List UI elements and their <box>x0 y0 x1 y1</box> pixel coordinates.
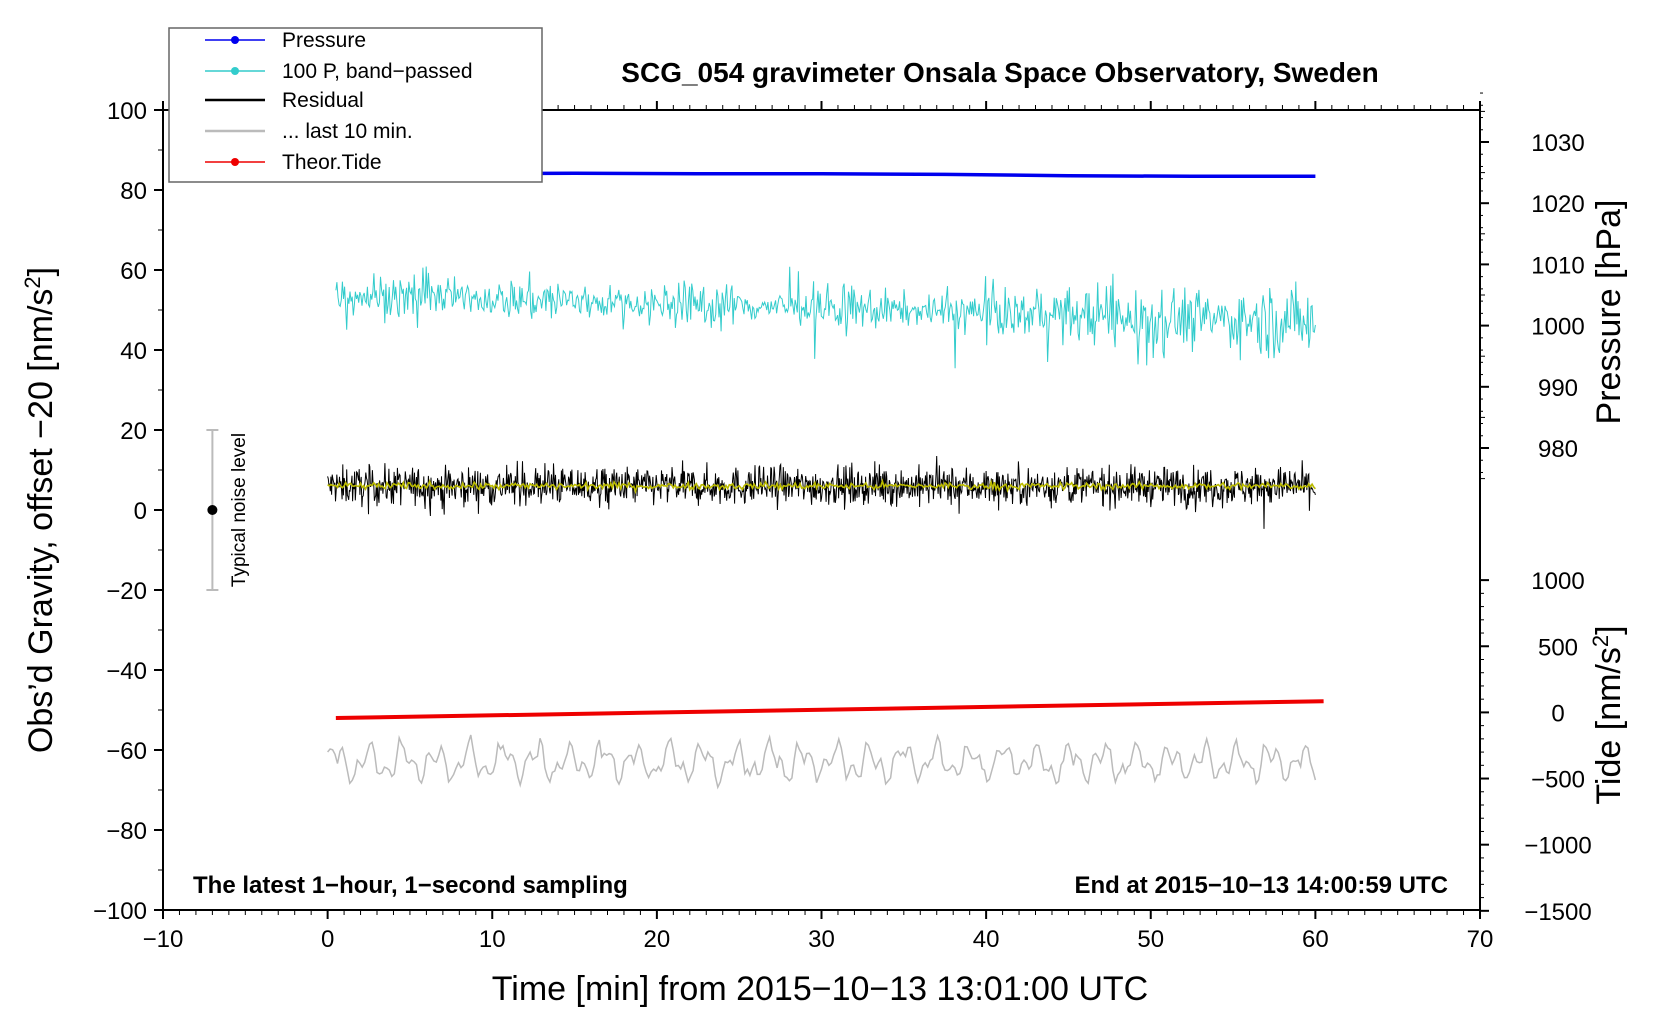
legend-item-last-10-min: ... last 10 min. <box>205 120 413 143</box>
tide-tick-label: −500 <box>1531 767 1585 794</box>
legend: Pressure 100 P, band−passed Residual ...… <box>168 27 543 183</box>
x-tick-label: 0 <box>321 926 334 953</box>
legend-item-residual: Residual <box>205 89 364 112</box>
pressure-tick-label: 1000 <box>1531 314 1584 341</box>
x-tick-label: 40 <box>973 926 1000 953</box>
x-tick-label: −10 <box>143 926 184 953</box>
y-tick-label: 20 <box>120 418 147 445</box>
tide-tick-label: 0 <box>1551 700 1564 727</box>
series-band-passed-pressure <box>335 266 1316 369</box>
annotation-end-time: End at 2015−10−13 14:00:59 UTC <box>1074 872 1448 899</box>
svg-text:Theor.Tide: Theor.Tide <box>282 151 382 174</box>
legend-item-pressure: Pressure <box>205 29 366 52</box>
y-axis-left-title: Obs’d Gravity, offset −20 [nm/s2] <box>20 267 60 753</box>
pressure-tick-label: 1030 <box>1531 130 1584 157</box>
legend-marker <box>231 67 239 75</box>
y-tick-label: −40 <box>106 658 147 685</box>
noise-bar-label: Typical noise level <box>229 433 250 587</box>
tide-tick-label: −1500 <box>1524 899 1591 926</box>
noise-bar-point <box>207 505 218 515</box>
pressure-tick-label: 990 <box>1538 375 1578 402</box>
y-tick-label: 0 <box>134 498 147 525</box>
legend-box <box>168 27 543 183</box>
pressure-tick-label: 1010 <box>1531 252 1584 279</box>
x-tick-label: 50 <box>1137 926 1164 953</box>
svg-text:Pressure: Pressure <box>282 29 366 52</box>
y-tick-label: −100 <box>93 898 147 925</box>
svg-text:... last 10 min.: ... last 10 min. <box>282 120 413 143</box>
y-tick-label: −20 <box>106 578 147 605</box>
annotation-sampling: The latest 1−hour, 1−second sampling <box>193 872 628 899</box>
x-tick-label: 70 <box>1467 926 1494 953</box>
series-residual-smoothed <box>327 478 1316 495</box>
legend-item-theor-tide: Theor.Tide <box>205 151 382 174</box>
chart-title: SCG_054 gravimeter Onsala Space Observat… <box>621 57 1378 88</box>
y-tick-label: 60 <box>120 258 147 285</box>
x-tick-label: 60 <box>1302 926 1329 953</box>
legend-marker <box>231 36 239 44</box>
y-tick-label: 80 <box>120 178 147 205</box>
x-tick-label: 10 <box>479 926 506 953</box>
y-axis-pressure-title: Pressure [hPa] <box>1590 200 1628 425</box>
series-layer <box>206 171 1324 790</box>
tide-tick-label: −1000 <box>1524 833 1591 860</box>
series-last-10-min <box>327 733 1317 790</box>
y-tick-label: −60 <box>106 738 147 765</box>
pressure-tick-label: 980 <box>1538 436 1578 463</box>
y-tick-label: 40 <box>120 338 147 365</box>
y-tick-label: 100 <box>107 98 147 125</box>
svg-text:Residual: Residual <box>282 89 364 112</box>
tick-layer: −10 0 10 20 30 40 50 60 70100806040200−20−40−60−… <box>93 92 1592 953</box>
legend-item-band-passed: 100 P, band−passed <box>205 60 473 83</box>
tide-tick-label: 1000 <box>1531 568 1584 595</box>
svg-text:100 P, band−passed: 100 P, band−passed <box>282 60 473 83</box>
y-tick-label: −80 <box>106 818 147 845</box>
x-axis-title: Time [min] from 2015−10−13 13:01:00 UTC <box>492 970 1148 1008</box>
series-residual <box>327 455 1316 529</box>
tide-tick-label: 500 <box>1538 634 1578 661</box>
x-tick-label: 20 <box>644 926 671 953</box>
y-axis-tide-title: Tide [nm/s2] <box>1588 625 1628 804</box>
series-theor-tide <box>335 699 1324 720</box>
pressure-tick-label: 1020 <box>1531 191 1584 218</box>
x-tick-label: 30 <box>808 926 835 953</box>
legend-marker <box>231 158 239 166</box>
